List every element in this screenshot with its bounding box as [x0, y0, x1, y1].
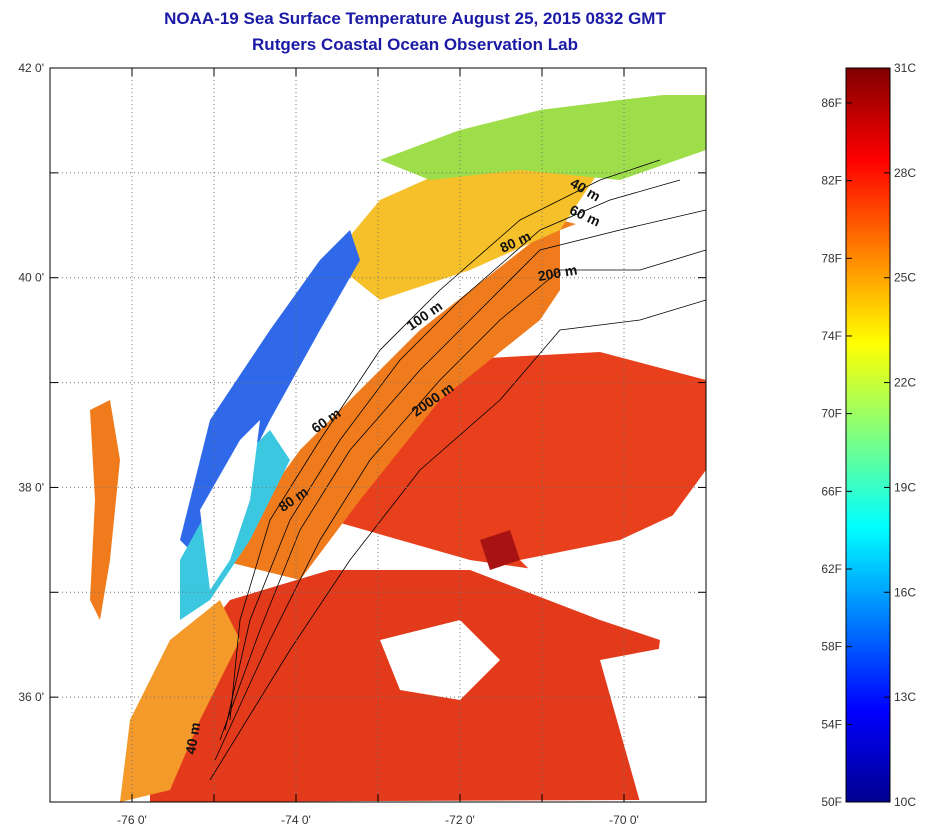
colorbar-f-label: 54F: [821, 717, 842, 731]
map-title-line1: NOAA-19 Sea Surface Temperature August 2…: [164, 9, 666, 28]
colorbar-f-label: 86F: [821, 96, 842, 110]
map-ticks: [49, 67, 707, 803]
map-title-line2: Rutgers Coastal Ocean Observation Lab: [252, 35, 578, 54]
lon-tick-label: -74 0': [281, 813, 311, 827]
contour-label: 200 m: [537, 261, 579, 284]
land-delmarva: [200, 420, 260, 590]
colorbar-f-label: 58F: [821, 640, 842, 654]
sst-field: [50, 68, 706, 802]
lat-tick-label: 40 0': [18, 271, 44, 285]
colorbar-c-label: 28C: [894, 166, 916, 180]
colorbar-c-label: 31C: [894, 61, 916, 75]
colorbar-c-label: 22C: [894, 376, 916, 390]
colorbar-f-label: 70F: [821, 407, 842, 421]
lon-tick-label: -72 0': [445, 813, 475, 827]
lat-tick-label: 42 0': [18, 61, 44, 75]
contour-line-40m: [229, 159, 661, 721]
colorbar-gradient: [845, 67, 891, 803]
colorbar-c-label: 16C: [894, 585, 916, 599]
lat-tick-label: 38 0': [18, 480, 44, 494]
sst-patch-bight-yellow: [330, 150, 600, 300]
land-new-england: [330, 68, 706, 190]
colorbar-f-label: 82F: [821, 174, 842, 188]
colorbar-f-label: 78F: [821, 251, 842, 265]
sst-patch-chesapeake: [90, 400, 120, 620]
lon-tick-label: -76 0': [117, 813, 147, 827]
colorbar-f-label: 66F: [821, 484, 842, 498]
colorbar-c-label: 19C: [894, 480, 916, 494]
sst-patch-shelf-orange: [220, 220, 600, 580]
colorbar-c-label: 10C: [894, 795, 916, 809]
cloud-gap-southeast: [600, 640, 706, 802]
colorbar-ticks: 50F 54F 58F 62F 66F 70F 74F 78F 82F 86F 10C 13C 16C 1…: [821, 61, 916, 809]
lon-tick-label: -70 0': [609, 813, 639, 827]
map-axis-labels: -76 0' -74 0' -72 0' -70 0' 42 0' 40 0' 38 0' 3…: [18, 61, 638, 827]
cloud-gap-east: [520, 500, 706, 630]
contour-line-200m: [214, 249, 706, 761]
lat-tick-label: 36 0': [18, 690, 44, 704]
colorbar-f-label: 50F: [821, 795, 842, 809]
colorbar-c-label: 13C: [894, 690, 916, 704]
sst-patch-deep-red: [480, 530, 520, 570]
bathymetry-contours: [209, 159, 706, 781]
colorbar-f-label: 62F: [821, 562, 842, 576]
sst-patch-south-shelf: [120, 600, 240, 802]
colorbar-c-label: 25C: [894, 271, 916, 285]
cloud-gap-northeast: [560, 200, 706, 330]
colorbar-f-label: 74F: [821, 329, 842, 343]
contour-line-80m: [219, 209, 706, 741]
contour-line-2000m: [209, 299, 706, 781]
contour-line-60m: [224, 179, 681, 731]
contour-label: 40 m: [182, 721, 203, 755]
cloud-gap-south-center: [380, 620, 500, 700]
land-mainland: [50, 68, 330, 802]
